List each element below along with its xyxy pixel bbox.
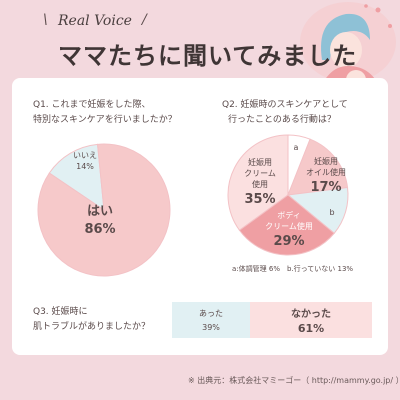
q2-label-body: ボディ クリーム使用 29%: [259, 210, 319, 249]
q2-oil-line2: オイル使用: [306, 168, 346, 177]
q1-label-no: いいえ 14%: [60, 150, 110, 172]
q3-no-label: なかった: [291, 309, 331, 320]
q2-note: a:体調管理 6% b.行っていない 13%: [232, 265, 354, 273]
q2-oil-line1: 妊娠用: [314, 157, 338, 166]
q1-slice-0: [48, 143, 105, 212]
source-note: ※ 出典元：株式会社マミーゴー（ http://mammy.go.jp/ ）: [188, 376, 400, 385]
q2-body-line2: クリーム使用: [265, 222, 313, 231]
q2-label-oil: 妊娠用 オイル使用 17%: [301, 156, 351, 195]
q1-question-line1: Q1. これまで妊娠をした際、: [33, 100, 151, 110]
q1-no-label: いいえ: [73, 151, 97, 160]
q1-slice-1: [37, 143, 171, 277]
q2-label-b: b: [329, 208, 335, 217]
q2-slice-0: [227, 134, 289, 231]
q2-label-cream: 妊娠用 クリーム 使用 35%: [238, 157, 282, 207]
q1-yes-label: はい: [86, 204, 113, 219]
q2-oil-value: 17%: [310, 180, 342, 195]
q2-pie-chart: [227, 134, 349, 256]
q3-yes-value: 39%: [202, 322, 220, 332]
q3-question-line1: Q3. 妊娠時に: [33, 307, 88, 317]
q3-yes-label: あった: [199, 308, 223, 318]
q3-no-value: 61%: [297, 322, 325, 335]
q2-question-line2: 行ったことのある行動は？: [228, 115, 336, 125]
kicker-slash-right: /: [142, 12, 147, 28]
q1-label-yes: はい 86%: [70, 200, 130, 237]
kicker-text: Real Voice: [58, 13, 132, 29]
page-title: ママたちに聞いてみました: [58, 42, 358, 70]
q2-body-line1: ボディ: [277, 211, 301, 220]
q1-question-line2: 特別なスキンケアを行いましたか？: [33, 115, 177, 125]
q2-label-a: a: [293, 143, 299, 152]
q2-cream-line1: 妊娠用: [248, 158, 272, 167]
kicker-slash-left: \: [43, 12, 48, 28]
q3-stacked-bar: あった 39% なかった 61%: [172, 302, 372, 338]
q2-body-value: 29%: [273, 234, 305, 249]
q2-cream-line2: クリーム: [244, 169, 276, 178]
q1-yes-value: 86%: [84, 222, 116, 237]
q1-pie-chart: [37, 143, 171, 277]
q2-question-line1: Q2. 妊娠時のスキンケアとして: [222, 100, 348, 110]
q2-cream-line3: 使用: [252, 180, 268, 189]
q2-slice-4: [238, 194, 335, 256]
q3-bar-no: なかった 61%: [250, 302, 372, 338]
q3-bar-yes: あった 39%: [172, 302, 250, 338]
q2-slice-2: [287, 138, 349, 196]
q3-question-line2: 肌トラブルがありましたか？: [33, 322, 151, 332]
q1-no-value: 14%: [76, 162, 94, 171]
q2-cream-value: 35%: [244, 192, 276, 207]
